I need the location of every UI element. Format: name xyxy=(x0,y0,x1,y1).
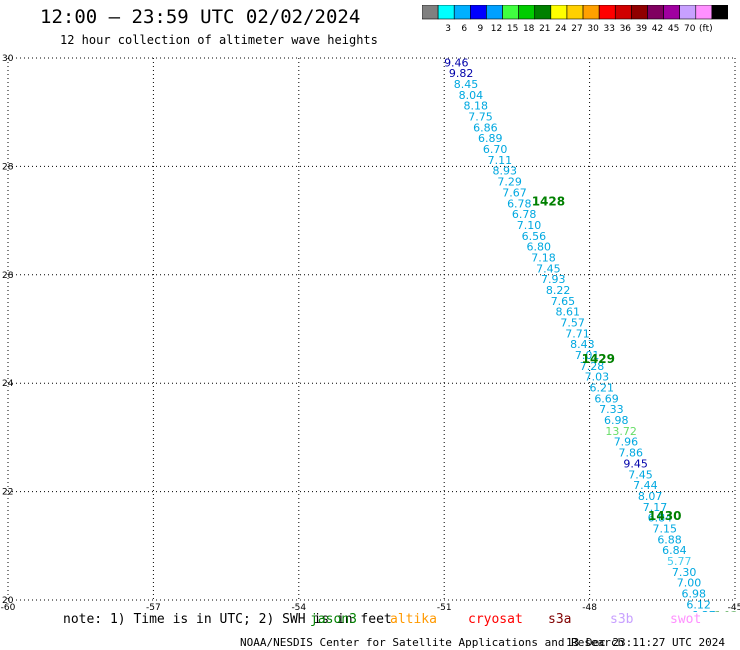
wave-height-label: 7.44 xyxy=(633,479,658,492)
color-scale-tick-label: 33 xyxy=(603,24,614,34)
wave-height-label: 7.45 xyxy=(536,262,561,275)
x-tick-label: -48 xyxy=(582,603,597,612)
y-tick-label: 20 xyxy=(2,596,14,606)
wave-height-label: 6.78 xyxy=(507,197,532,210)
wave-height-label: 8.61 xyxy=(556,306,581,319)
x-tick-label: -54 xyxy=(291,603,306,612)
wave-height-label: 6.37 xyxy=(691,609,716,612)
y-tick-label: 22 xyxy=(2,488,13,498)
color-scale-tick-label: 45 xyxy=(668,24,679,34)
wave-height-label: 8.45 xyxy=(454,78,479,91)
satellite-swot-label: swot xyxy=(670,612,702,627)
x-tick-label: -60 xyxy=(1,603,16,612)
y-tick-label: 30 xyxy=(2,54,14,64)
color-scale-legend: 3 6 9 12 15 18 21 24 27 30 33 36 39 42 45 70 (ft) xyxy=(422,5,728,34)
footer-credit: NOAA/NESDIS Center for Satellite Applica… xyxy=(240,636,625,649)
wave-height-label: 7.11 xyxy=(488,154,513,167)
wave-height-label: 7.71 xyxy=(565,327,590,340)
color-scale-tick-label: 15 xyxy=(507,24,518,34)
wave-height-label: 9.45 xyxy=(623,457,648,470)
wave-height-label: 7.28 xyxy=(580,360,605,373)
color-scale-tick-label: 36 xyxy=(620,24,632,34)
satellite-s3b-label: s3b xyxy=(610,612,634,627)
color-scale-tick-label: 3 xyxy=(445,24,451,34)
wave-height-label: 7.03 xyxy=(585,371,610,384)
y-tick-label: 28 xyxy=(2,162,14,172)
color-scale-tick-label: 42 xyxy=(652,24,663,34)
color-scale-tick-label: 24 xyxy=(555,24,567,34)
satellite-altika-label: altika xyxy=(390,612,437,627)
satellite-s3a-label: s3a xyxy=(548,612,572,627)
satellite-jason3-label: jason3 xyxy=(310,612,357,627)
wave-height-label: 7.57 xyxy=(560,316,585,329)
wave-height-label: 6.88 xyxy=(657,533,682,546)
wave-height-label: 6.89 xyxy=(478,132,503,145)
wave-height-label: 5.77 xyxy=(667,555,692,568)
wave-height-label: 6.56 xyxy=(522,230,547,243)
wave-height-label: 7.65 xyxy=(551,295,576,308)
wave-height-label: 7.30 xyxy=(672,566,697,579)
wave-height-label: 7.17 xyxy=(643,501,668,514)
color-scale-tick-label: 9 xyxy=(478,24,484,34)
wave-height-label: 9.46 xyxy=(444,56,469,69)
note-text: note: 1) Time is in UTC; 2) SWH is in fe… xyxy=(63,612,392,627)
wave-height-label: 8.93 xyxy=(493,165,518,178)
wave-height-label: 6.84 xyxy=(662,544,687,557)
wave-height-label: 8.07 xyxy=(638,490,663,503)
y-tick-label: 24 xyxy=(2,379,14,389)
satellite-cryosat-label: cryosat xyxy=(468,612,523,627)
wave-height-label: 7.10 xyxy=(517,219,542,232)
color-scale-tick-label: 6 xyxy=(461,24,467,34)
wave-height-label: 6.98 xyxy=(604,414,629,427)
wave-height-label: 6.78 xyxy=(512,208,537,221)
wave-height-label: 7.96 xyxy=(614,436,639,449)
wave-height-label: 8.43 xyxy=(570,338,595,351)
wave-height-label: 7.67 xyxy=(502,186,527,199)
x-tick-label: -45 xyxy=(728,603,740,612)
altimeter-map: -60 -57 -54 -51 -48 -453028282422209.469.828.… xyxy=(1,54,740,612)
color-scale-tick-label: (ft) xyxy=(699,24,713,34)
wave-height-label: 7.15 xyxy=(652,522,677,535)
color-scale-tick-label: 30 xyxy=(587,24,599,34)
page-subtitle: 12 hour collection of altimeter wave hei… xyxy=(60,33,378,47)
wave-height-label: 6.70 xyxy=(483,143,508,156)
x-tick-label: -57 xyxy=(146,603,161,612)
wave-height-label: 7.93 xyxy=(541,273,566,286)
wave-height-label: 7.01 xyxy=(575,349,600,362)
wave-height-label: 8.04 xyxy=(459,89,484,102)
track-time-label: 1431 xyxy=(713,609,740,612)
wave-height-label: 6.12 xyxy=(686,598,711,611)
track-time-label: 1428 xyxy=(532,195,565,209)
wave-height-label: 7.86 xyxy=(619,447,644,460)
wave-height-label: 7.75 xyxy=(468,111,493,124)
wave-height-label: 6.98 xyxy=(682,587,707,600)
wave-height-label: 6.80 xyxy=(526,241,551,254)
wave-height-label: 8.22 xyxy=(546,284,571,297)
color-swatch xyxy=(711,5,728,20)
wave-height-label: 7.18 xyxy=(531,251,556,264)
track-time-label: 1429 xyxy=(582,352,615,366)
wave-height-label: 6.84 xyxy=(648,512,673,525)
footer-timestamp: 13 Dec 23:11:27 UTC 2024 xyxy=(566,636,725,649)
wave-height-label: 6.69 xyxy=(594,392,619,405)
color-scale-tick-label: 18 xyxy=(523,24,535,34)
wave-height-label: 7.29 xyxy=(497,176,522,189)
wave-height-label: 13.72 xyxy=(605,425,637,438)
color-scale-tick-label: 70 xyxy=(684,24,696,34)
color-scale-tick-label: 39 xyxy=(636,24,648,34)
track-time-label: 1430 xyxy=(648,509,681,523)
wave-height-label: 8.18 xyxy=(463,100,488,113)
wave-height-label: 7.00 xyxy=(677,577,702,590)
wave-height-label: 6.86 xyxy=(473,121,498,134)
wave-height-label: 9.82 xyxy=(449,67,474,80)
color-scale-tick-label: 21 xyxy=(539,24,550,34)
x-tick-label: -51 xyxy=(437,603,452,612)
wave-height-label: 7.33 xyxy=(599,403,624,416)
color-scale-tick-label: 12 xyxy=(491,24,502,34)
wave-height-label: 6.21 xyxy=(589,382,614,395)
color-scale-tick-label: 27 xyxy=(571,24,582,34)
y-tick-label: 28 xyxy=(2,271,14,281)
page-title: 12:00 – 23:59 UTC 02/02/2024 xyxy=(40,6,361,28)
wave-height-label: 7.45 xyxy=(628,468,653,481)
